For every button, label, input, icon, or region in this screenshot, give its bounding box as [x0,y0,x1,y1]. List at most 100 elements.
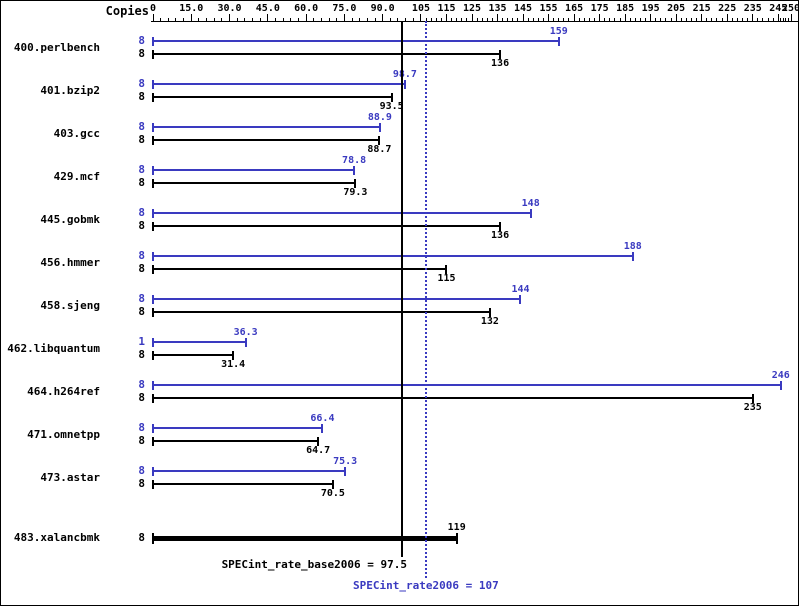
base-bar-start-cap [152,221,154,231]
x-axis-major-tick [573,14,575,21]
base-value-label: 136 [491,230,510,241]
x-axis-minor-tick [412,18,414,21]
x-axis-minor-tick [466,18,468,21]
x-axis-minor-tick [502,18,504,21]
base-copies-value: 8 [138,133,145,146]
x-axis-major-tick [701,14,703,21]
peak-value-label: 246 [771,370,790,381]
x-axis-minor-tick [517,18,519,21]
peak-copies-value: 8 [138,120,145,133]
x-axis-minor-tick [236,18,238,21]
x-axis-tick-label: 165 [565,3,584,14]
x-axis-tick-label: 75.0 [332,3,357,14]
x-axis-major-tick [752,14,754,21]
x-axis-tick-label: 175 [590,3,609,14]
base-value-label: 31.4 [221,359,246,370]
peak-copies-value: 8 [138,206,145,219]
x-axis-major-tick [624,14,626,21]
x-axis-minor-tick [593,18,595,21]
base-value-label: 93.5 [379,101,404,112]
x-axis-tick-label: 155 [539,3,558,14]
base-copies-value: 8 [138,176,145,189]
benchmark-name-label: 483.xalancbmk [13,531,100,544]
peak-bar-end-cap [529,208,532,218]
x-axis-minor-tick [389,18,391,21]
x-axis-minor-tick [706,18,708,21]
base-bar [153,182,356,184]
base-value-label: 119 [447,522,466,533]
base-bar-end-cap [499,49,502,59]
peak-bar [153,470,346,472]
benchmark-name-label: 401.bzip2 [40,83,100,97]
base-bar-end-cap [232,350,235,360]
peak-bar-start-cap [152,122,154,132]
base-bar-end-cap [354,178,357,188]
base-bar [153,440,319,442]
x-axis-major-tick [267,14,269,21]
x-axis-minor-tick [167,18,169,21]
x-axis-minor-tick [785,18,787,21]
x-axis-major-tick [229,14,231,21]
peak-bar [153,427,323,429]
x-axis-minor-tick [588,18,590,21]
base-bar-start-cap [152,264,154,274]
base-value-label: 136 [491,58,510,69]
peak-bar-end-cap [378,122,381,132]
peak-bar-start-cap [152,294,154,304]
peak-bar-start-cap [152,380,154,390]
base-bar [153,397,753,399]
x-axis-tick-label: 225 [718,3,737,14]
base-bar-start-cap [152,393,154,403]
base-bar-end-cap [378,135,381,145]
x-axis-minor-tick [680,18,682,21]
x-axis-minor-tick [558,18,560,21]
x-axis-minor-tick [578,18,580,21]
x-axis-minor-tick [491,18,493,21]
base-bar-end-cap [445,264,448,274]
x-axis-minor-tick [537,18,539,21]
peak-bar-end-cap [353,165,356,175]
x-axis-major-tick [599,14,601,21]
x-axis-minor-tick [665,18,667,21]
peak-bar [153,83,405,85]
peak-bar-end-cap [779,380,782,390]
x-axis-major-tick [190,14,192,21]
x-axis-tick-label: 45.0 [255,3,280,14]
peak-bar-end-cap [244,337,247,347]
x-axis-minor-tick [313,18,315,21]
copies-column-header: Copies [105,4,149,18]
base-bar [153,139,380,141]
peak-bar-end-cap [557,36,560,46]
benchmark-name-label: 473.astar [40,470,100,484]
peak-bar-start-cap [152,423,154,433]
peak-value-label: 159 [549,26,568,37]
x-axis-tick-label: 205 [667,3,686,14]
peak-value-label: 78.8 [342,155,367,166]
peak-bar-start-cap [152,208,154,218]
x-axis-minor-tick [456,18,458,21]
x-axis-major-tick [445,14,447,21]
x-axis-tick-label: 115 [437,3,456,14]
x-axis-minor-tick [716,18,718,21]
peak-value-label: 188 [623,241,642,252]
x-axis-tick-label: 105 [411,3,430,14]
peak-value-label: 144 [511,284,530,295]
x-axis-major-tick [343,14,345,21]
peak-bar-start-cap [152,466,154,476]
benchmark-name-label: 456.hmmer [40,255,100,269]
base-bar [153,53,501,55]
x-axis-minor-tick [359,18,361,21]
peak-bar-start-cap [152,79,154,89]
x-axis-minor-tick [634,18,636,21]
peak-bar-start-cap [152,165,154,175]
peak-value-label: 75.3 [333,456,358,467]
base-value-label: 235 [743,402,762,413]
x-axis-minor-tick [619,18,621,21]
x-axis-major-tick [420,14,422,21]
x-axis-minor-tick [320,18,322,21]
base-copies-value: 8 [138,531,145,544]
base-value-label: 79.3 [343,187,368,198]
x-axis-minor-tick [639,18,641,21]
x-axis-minor-tick [614,18,616,21]
x-axis-minor-tick [711,18,713,21]
